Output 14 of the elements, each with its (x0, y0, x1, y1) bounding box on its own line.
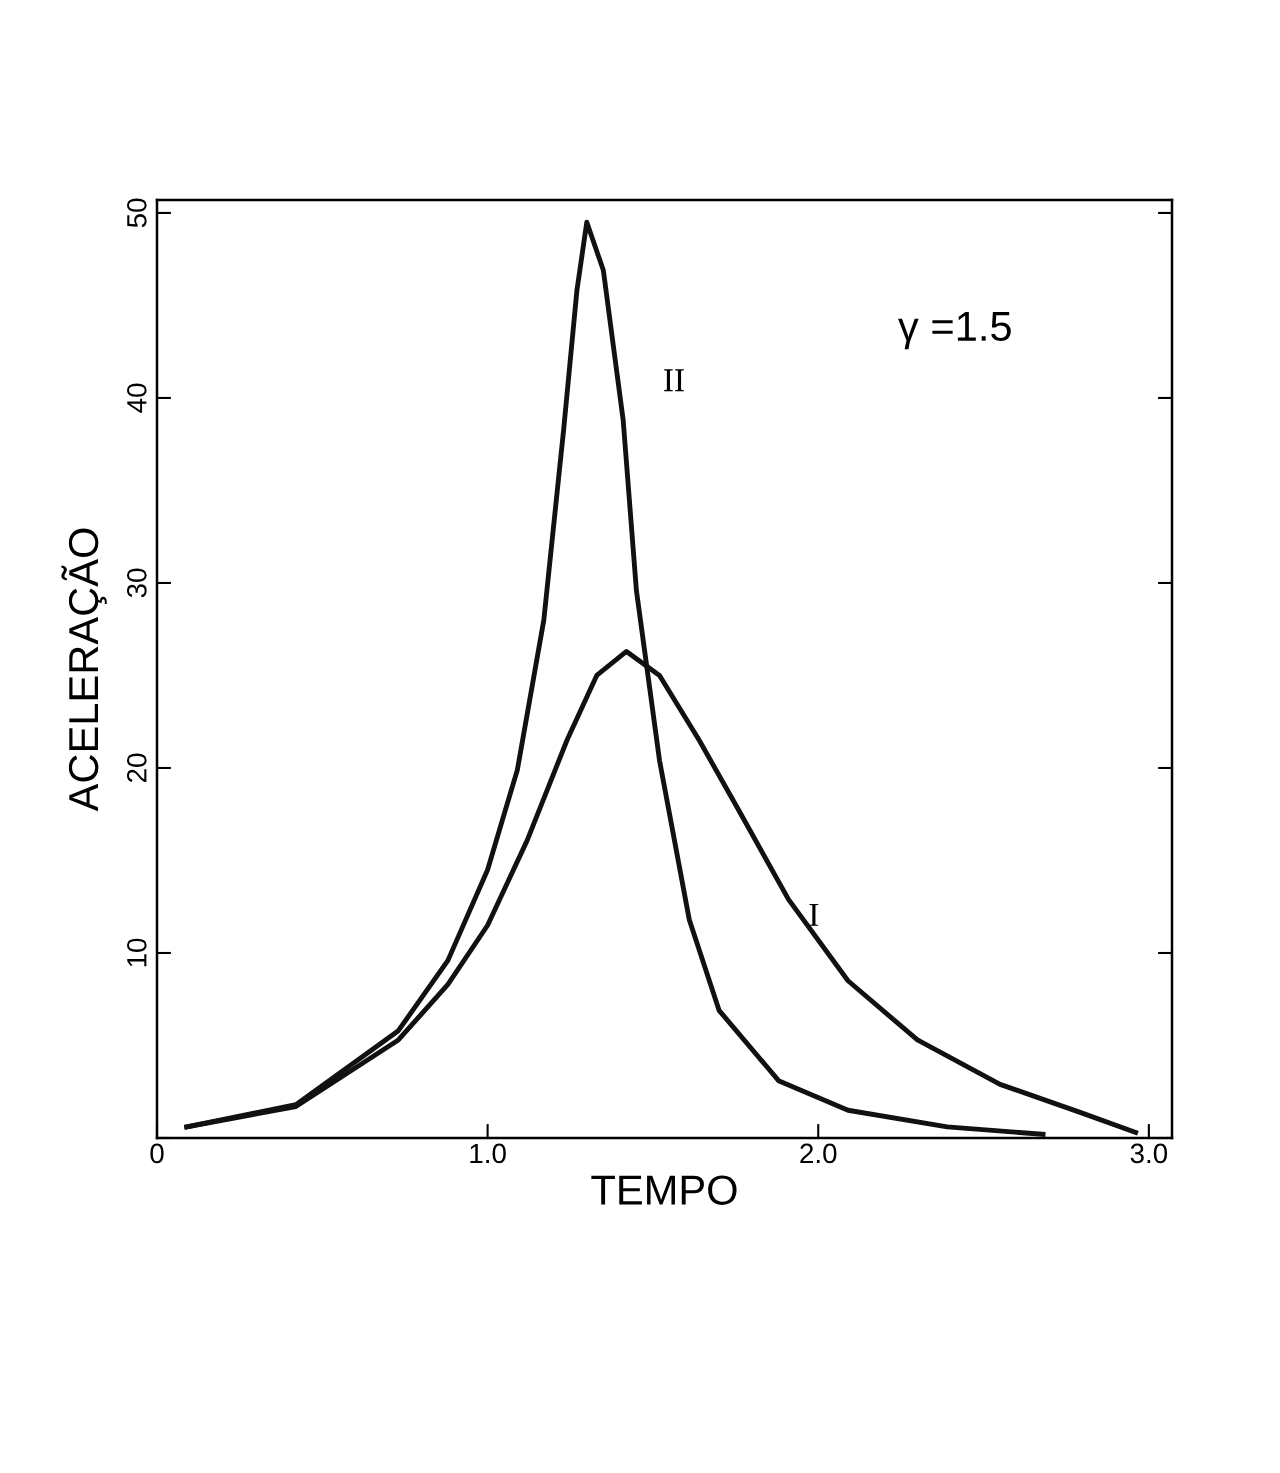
y-tick-label: 40 (126, 383, 147, 413)
y-tick-label: 30 (126, 568, 147, 598)
x-axis-title: TEMPO (591, 1175, 737, 1205)
series-label: II (664, 369, 684, 392)
x-tick-label: 0 (150, 1143, 164, 1164)
y-tick-label: 20 (126, 753, 147, 783)
y-axis-title: ACELERAÇÃO (61, 528, 107, 812)
y-tick-label: 10 (126, 938, 147, 967)
annotation: γ =1.5 (898, 312, 1011, 350)
x-tick-label: 3.0 (1130, 1143, 1168, 1164)
series-label: I (809, 904, 819, 926)
x-tick-label: 1.0 (470, 1143, 506, 1164)
y-tick-label: 50 (126, 198, 147, 228)
x-tick-label: 2.0 (800, 1143, 837, 1164)
